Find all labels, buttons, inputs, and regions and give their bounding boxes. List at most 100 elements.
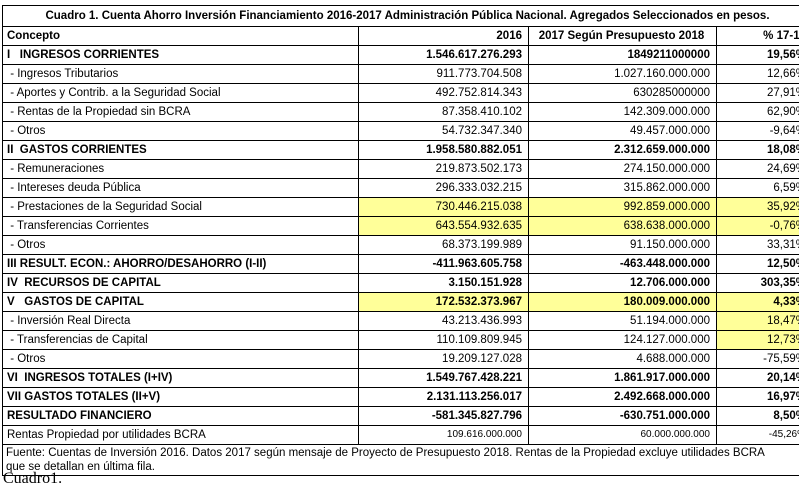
cell-2016: 643.554.932.635: [358, 216, 529, 236]
cell-2016: -411.963.605.758: [358, 254, 529, 274]
cell-2016: -581.345.827.796: [358, 406, 529, 426]
cell-pct: 19,56%: [716, 45, 799, 65]
cell-2016: 54.732.347.340: [358, 121, 529, 141]
cell-pct: 8,50%: [716, 406, 799, 426]
source-note: Fuente: Cuentas de Inversión 2016. Datos…: [2, 444, 799, 476]
table-row: - Intereses deuda Pública 296.333.032.21…: [2, 178, 799, 198]
cell-2017: -463.448.000.000: [528, 254, 717, 274]
cell-pct: 62,90%: [716, 102, 799, 122]
table-row: I INGRESOS CORRIENTES 1.546.617.276.293 …: [2, 45, 799, 65]
cell-concepto: RESULTADO FINANCIERO: [2, 406, 359, 426]
cell-2017: 1.861.917.000.000: [528, 368, 717, 388]
cell-pct: 35,92%: [716, 197, 799, 217]
cell-2017: 274.150.000.000: [528, 159, 717, 179]
table-row: - Transferencias de Capital 110.109.809.…: [2, 330, 799, 350]
cell-2016: 110.109.809.945: [358, 330, 529, 350]
cell-2016: 87.358.410.102: [358, 102, 529, 122]
cell-2017: 49.457.000.000: [528, 121, 717, 141]
table-row: - Prestaciones de la Seguridad Social 73…: [2, 197, 799, 217]
cell-pct: 12,66%: [716, 64, 799, 84]
cell-pct: 24,69%: [716, 159, 799, 179]
header-concepto: Concepto: [2, 26, 359, 46]
cell-concepto: II GASTOS CORRIENTES: [2, 140, 359, 160]
cell-2016: 219.873.502.173: [358, 159, 529, 179]
cell-2017: 2.492.668.000.000: [528, 387, 717, 407]
table-row: III RESULT. ECON.: AHORRO/DESAHORRO (I-I…: [2, 254, 799, 274]
cell-pct: -45,26%: [716, 425, 799, 445]
cell-2016: 911.773.704.508: [358, 64, 529, 84]
cell-2017: 180.009.000.000: [528, 292, 717, 312]
cell-pct: 303,35%: [716, 273, 799, 293]
cell-2017: 60.000.000.000: [528, 425, 717, 445]
cell-pct: 6,59%: [716, 178, 799, 198]
table-row: V GASTOS DE CAPITAL 172.532.373.967 180.…: [2, 292, 799, 312]
cell-concepto: - Rentas de la Propiedad sin BCRA: [2, 102, 359, 122]
table-row: II GASTOS CORRIENTES 1.958.580.882.051 2…: [2, 140, 799, 160]
cell-pct: 18,08%: [716, 140, 799, 160]
cell-pct: 4,33%: [716, 292, 799, 312]
cell-concepto: Rentas Propiedad por utilidades BCRA: [2, 425, 359, 445]
cell-concepto: - Transferencias Corrientes: [2, 216, 359, 236]
cell-pct: -9,64%: [716, 121, 799, 141]
cell-2017: 124.127.000.000: [528, 330, 717, 350]
figure-caption: Cuadro1.: [3, 470, 63, 487]
cell-concepto: - Otros: [2, 235, 359, 255]
cell-concepto: - Otros: [2, 349, 359, 369]
table-row: VI INGRESOS TOTALES (I+IV) 1.549.767.428…: [2, 368, 799, 388]
cell-pct: 33,31%: [716, 235, 799, 255]
cell-concepto: - Otros: [2, 121, 359, 141]
table-row: - Otros 19.209.127.028 4.688.000.000 -75…: [2, 349, 799, 369]
cell-concepto: VII GASTOS TOTALES (II+V): [2, 387, 359, 407]
budget-table: Cuadro 1. Cuenta Ahorro Inversión Financ…: [2, 5, 799, 476]
source-note-line1: Fuente: Cuentas de Inversión 2016. Datos…: [6, 447, 765, 459]
cell-concepto: - Transferencias de Capital: [2, 330, 359, 350]
table-row: VII GASTOS TOTALES (II+V) 2.131.113.256.…: [2, 387, 799, 407]
cell-2016: 1.958.580.882.051: [358, 140, 529, 160]
header-pct: % 17-16: [716, 26, 799, 46]
cell-2016: 2.131.113.256.017: [358, 387, 529, 407]
table-header-row: Concepto 2016 2017 Según Presupuesto 201…: [2, 26, 799, 46]
cell-2017: 2.312.659.000.000: [528, 140, 717, 160]
cell-2016: 109.616.000.000: [358, 425, 529, 445]
cell-2016: 19.209.127.028: [358, 349, 529, 369]
table-row: - Rentas de la Propiedad sin BCRA 87.358…: [2, 102, 799, 122]
cell-2017: 315.862.000.000: [528, 178, 717, 198]
cell-pct: 12,73%: [716, 330, 799, 350]
cell-2017: 4.688.000.000: [528, 349, 717, 369]
cell-concepto: - Remuneraciones: [2, 159, 359, 179]
table-row: RESULTADO FINANCIERO -581.345.827.796 -6…: [2, 406, 799, 426]
cell-concepto: V GASTOS DE CAPITAL: [2, 292, 359, 312]
cell-pct: -75,59%: [716, 349, 799, 369]
cell-concepto: - Ingresos Tributarios: [2, 64, 359, 84]
table-row: - Aportes y Contrib. a la Seguridad Soci…: [2, 83, 799, 103]
cell-concepto: - Prestaciones de la Seguridad Social: [2, 197, 359, 217]
budget-table-container: Cuadro 1. Cuenta Ahorro Inversión Financ…: [2, 5, 799, 476]
cell-2017: 1849211000000: [528, 45, 717, 65]
cell-2016: 296.333.032.215: [358, 178, 529, 198]
cell-2016: 730.446.215.038: [358, 197, 529, 217]
cell-2016: 1.549.767.428.221: [358, 368, 529, 388]
cell-pct: -0,76%: [716, 216, 799, 236]
cell-2016: 1.546.617.276.293: [358, 45, 529, 65]
table-row: - Inversión Real Directa 43.213.436.993 …: [2, 311, 799, 331]
cell-2017: 12.706.000.000: [528, 273, 717, 293]
cell-2017: 91.150.000.000: [528, 235, 717, 255]
cell-pct: 12,50%: [716, 254, 799, 274]
cell-2017: 142.309.000.000: [528, 102, 717, 122]
table-title-row: Cuadro 1. Cuenta Ahorro Inversión Financ…: [2, 5, 799, 27]
cell-pct: 20,14%: [716, 368, 799, 388]
cell-2016: 43.213.436.993: [358, 311, 529, 331]
cell-concepto: IV RECURSOS DE CAPITAL: [2, 273, 359, 293]
cell-concepto: VI INGRESOS TOTALES (I+IV): [2, 368, 359, 388]
cell-2017: 51.194.000.000: [528, 311, 717, 331]
header-2017: 2017 Según Presupuesto 2018: [528, 26, 717, 46]
table-row: - Remuneraciones 219.873.502.173 274.150…: [2, 159, 799, 179]
cell-concepto: - Intereses deuda Pública: [2, 178, 359, 198]
cell-2017: 992.859.000.000: [528, 197, 717, 217]
source-note-line2: que se detallan en última fila.: [6, 461, 155, 473]
cell-2017: 630285000000: [528, 83, 717, 103]
header-2016: 2016: [358, 26, 529, 46]
table-title: Cuadro 1. Cuenta Ahorro Inversión Financ…: [2, 5, 799, 27]
cell-concepto: III RESULT. ECON.: AHORRO/DESAHORRO (I-I…: [2, 254, 359, 274]
